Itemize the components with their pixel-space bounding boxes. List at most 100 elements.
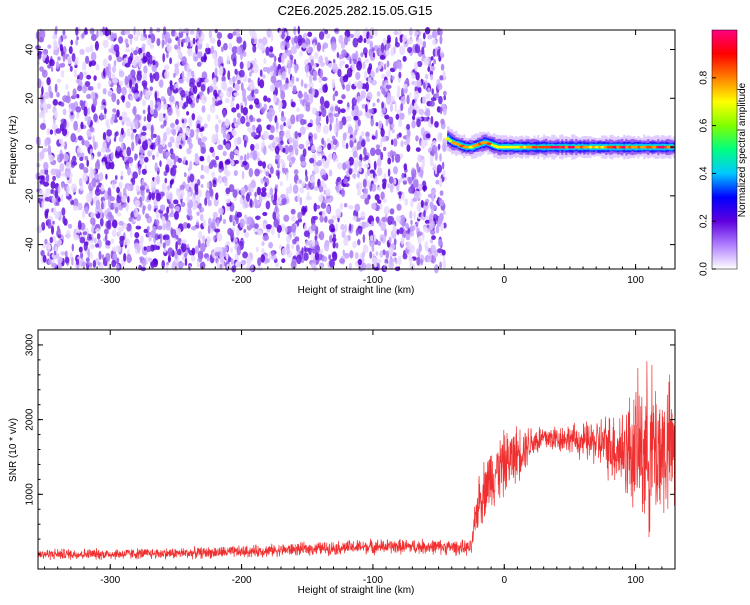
noise-speckle: [107, 122, 110, 130]
noise-speckle: [178, 101, 184, 108]
noise-speckle: [64, 250, 68, 259]
noise-speckle: [380, 191, 385, 200]
noise-speckle: [116, 186, 120, 194]
noise-speckle: [391, 75, 395, 80]
noise-speckle: [72, 88, 77, 98]
noise-speckle: [315, 110, 320, 118]
noise-speckle: [160, 124, 165, 129]
noise-speckle: [183, 101, 189, 108]
noise-speckle: [249, 104, 253, 110]
noise-speckle: [136, 72, 142, 81]
noise-speckle: [79, 99, 84, 107]
noise-speckle: [443, 95, 447, 101]
noise-speckle: [144, 213, 150, 219]
noise-speckle: [221, 75, 226, 83]
noise-speckle: [133, 92, 139, 100]
noise-speckle: [260, 254, 266, 263]
noise-speckle: [231, 46, 238, 55]
noise-speckle: [214, 124, 219, 130]
noise-speckle: [83, 241, 88, 251]
noise-speckle: [173, 199, 179, 205]
noise-speckle: [141, 168, 147, 175]
noise-speckle: [208, 29, 212, 39]
noise-speckle: [149, 244, 155, 252]
noise-speckle: [411, 119, 416, 129]
colorbar-tick-label: 0.8: [699, 70, 710, 84]
noise-speckle: [195, 31, 199, 40]
noise-speckle: [175, 234, 179, 240]
noise-speckle: [146, 122, 152, 130]
noise-speckle: [438, 217, 443, 224]
noise-speckle: [174, 125, 181, 131]
noise-speckle: [430, 115, 434, 125]
noise-speckle: [224, 119, 231, 127]
noise-speckle: [224, 98, 230, 104]
noise-speckle: [345, 142, 349, 149]
noise-speckle: [280, 140, 284, 145]
noise-speckle: [223, 42, 228, 51]
noise-speckle: [248, 167, 253, 178]
noise-speckle: [196, 179, 201, 186]
noise-speckle: [109, 31, 115, 42]
noise-speckle: [60, 102, 65, 107]
noise-speckle: [435, 225, 440, 234]
noise-speckle: [389, 184, 394, 193]
noise-speckle: [291, 156, 296, 164]
noise-speckle: [352, 37, 359, 48]
colorbar-tick-label: 0.6: [699, 118, 710, 132]
noise-speckle: [253, 88, 259, 95]
noise-speckle: [76, 112, 80, 119]
noise-speckle: [147, 150, 153, 157]
noise-speckle: [204, 78, 209, 83]
noise-speckle: [97, 151, 102, 157]
noise-speckle: [124, 30, 131, 35]
noise-speckle: [52, 220, 55, 225]
noise-speckle: [370, 147, 376, 157]
ridge-peak: [535, 145, 539, 149]
noise-speckle: [373, 108, 377, 114]
noise-speckle: [352, 215, 358, 221]
noise-speckle: [360, 131, 365, 137]
noise-speckle: [219, 91, 224, 97]
noise-speckle: [65, 95, 71, 104]
noise-speckle: [247, 216, 253, 225]
noise-speckle: [400, 95, 406, 105]
noise-speckle: [279, 30, 282, 36]
noise-speckle: [171, 166, 177, 177]
noise-speckle: [242, 106, 248, 116]
noise-speckle: [136, 244, 141, 253]
noise-speckle: [41, 86, 44, 95]
noise-speckle: [264, 182, 268, 188]
noise-speckle: [150, 261, 155, 269]
noise-speckle: [89, 126, 95, 133]
noise-speckle: [164, 70, 170, 80]
noise-speckle: [442, 70, 446, 79]
noise-speckle: [90, 51, 97, 62]
noise-speckle: [354, 29, 361, 39]
noise-speckle: [413, 102, 417, 111]
noise-speckle: [381, 216, 388, 223]
ridge-peak: [571, 145, 576, 149]
noise-speckle: [441, 249, 446, 256]
noise-speckle: [355, 71, 361, 80]
noise-speckle: [101, 212, 105, 219]
noise-speckle: [269, 187, 274, 195]
noise-speckle: [248, 71, 252, 77]
noise-speckle: [162, 150, 167, 157]
noise-speckle: [209, 37, 216, 44]
noise-speckle: [257, 160, 263, 167]
noise-speckle: [268, 162, 272, 169]
noise-speckle: [141, 99, 147, 107]
noise-speckle: [52, 124, 58, 130]
noise-speckle: [322, 125, 329, 135]
noise-speckle: [104, 28, 110, 37]
noise-speckle: [333, 113, 340, 118]
noise-speckle: [440, 63, 445, 71]
noise-speckle: [162, 242, 166, 249]
noise-speckle: [435, 92, 440, 99]
noise-speckle: [177, 52, 183, 60]
noise-speckle: [352, 150, 358, 159]
noise-speckle: [134, 82, 139, 92]
noise-speckle: [291, 243, 294, 250]
noise-speckle: [104, 107, 107, 115]
